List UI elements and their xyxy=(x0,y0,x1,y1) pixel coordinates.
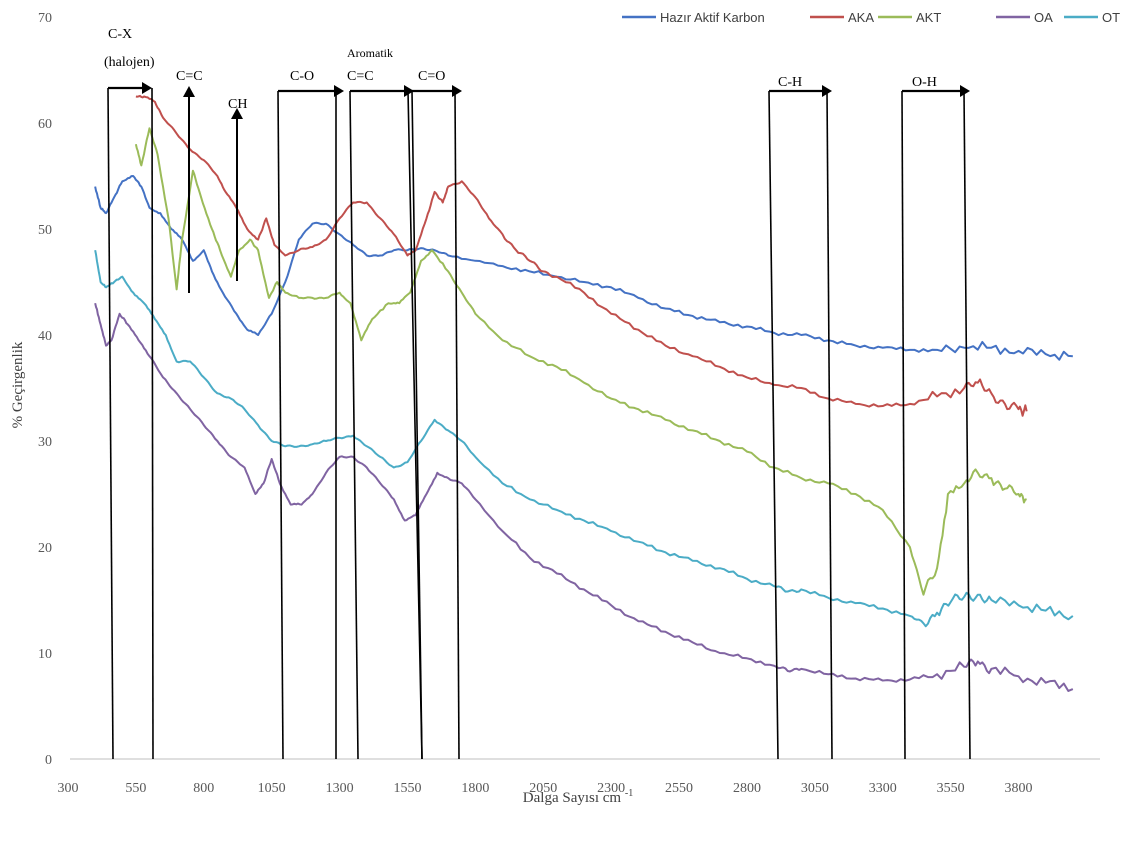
x-tick-label: 1050 xyxy=(258,781,286,796)
x-axis-title-superscript: -1 xyxy=(625,788,633,799)
band-arrow-head xyxy=(452,85,462,97)
band-label: C=C xyxy=(347,69,374,84)
y-tick-label: 0 xyxy=(45,753,52,768)
band-boundary-line xyxy=(151,87,154,760)
band-label: C-H xyxy=(778,75,802,90)
band-boundary-line xyxy=(826,90,833,760)
legend-label: OA xyxy=(1034,10,1053,25)
band-label: C-X xyxy=(108,27,132,42)
band-label: O-H xyxy=(912,75,937,90)
x-tick-label: 1800 xyxy=(461,781,489,796)
series-line xyxy=(94,250,1074,628)
y-tick-label: 60 xyxy=(38,117,52,132)
x-tick-label: 300 xyxy=(58,781,79,796)
series-line xyxy=(135,94,1028,417)
x-tick-label: 2050 xyxy=(529,781,557,796)
band-boundary-line xyxy=(107,87,114,760)
series-line xyxy=(94,302,1074,692)
band-boundary-line xyxy=(349,90,359,760)
legend-label: Hazır Aktif Karbon xyxy=(660,10,765,25)
series-line xyxy=(134,127,1027,596)
band-arrow-head xyxy=(231,108,243,119)
legend: Hazır Aktif Karbon AKA AKT OA OT xyxy=(622,10,1120,25)
y-tick-label: 30 xyxy=(38,435,52,450)
legend-label: OT xyxy=(1102,10,1120,25)
y-tick-label: 20 xyxy=(38,541,52,556)
y-tick-label: 40 xyxy=(38,329,52,344)
y-tick-label: 50 xyxy=(38,223,52,238)
y-tick-label: 70 xyxy=(38,11,52,26)
legend-label: AKT xyxy=(916,10,941,25)
x-tick-label: 2300 xyxy=(597,781,625,796)
band-arrow-head xyxy=(334,85,344,97)
band-arrow-head xyxy=(822,85,832,97)
band-label: C-O xyxy=(290,69,314,84)
y-tick-labels: 0 10 20 30 40 50 60 70 xyxy=(38,11,52,768)
band-boundary-line xyxy=(768,90,779,760)
y-tick-label: 10 xyxy=(38,647,52,662)
x-tick-label: 1550 xyxy=(393,781,421,796)
band-boundary-line xyxy=(901,90,906,760)
band-boundary-line xyxy=(411,90,423,760)
band-arrow-head xyxy=(183,86,195,97)
band-label: C=O xyxy=(418,69,445,84)
plot-series xyxy=(94,94,1074,692)
x-tick-label: 550 xyxy=(125,781,146,796)
x-tick-label: 3050 xyxy=(801,781,829,796)
band-boundary-line xyxy=(277,90,284,760)
x-tick-label: 3300 xyxy=(869,781,897,796)
band-arrow-head xyxy=(960,85,970,97)
x-tick-labels: 300 550 800 1050 1300 1550 1800 2050 2300 2550 280… xyxy=(58,781,1033,796)
x-axis-title-main: Dalga Sayısı cm xyxy=(523,790,622,806)
band-boundary-line xyxy=(963,90,971,760)
y-axis-title: % Geçirgenlik xyxy=(10,341,26,428)
band-label: C=C xyxy=(176,69,203,84)
legend-label: AKA xyxy=(848,10,874,25)
band-arrow-head xyxy=(142,82,152,94)
x-tick-label: 2800 xyxy=(733,781,761,796)
band-label: CH xyxy=(228,97,247,112)
x-tick-label: 3800 xyxy=(1005,781,1033,796)
band-arrow-head xyxy=(404,85,414,97)
x-axis-title: Dalga Sayısı cm -1 xyxy=(523,788,633,806)
x-tick-label: 2550 xyxy=(665,781,693,796)
x-tick-label: 800 xyxy=(193,781,214,796)
x-tick-label: 3550 xyxy=(937,781,965,796)
band-label: (halojen) xyxy=(104,55,155,70)
band-annotations: C-X (halojen) C=C CH C-O Aromatik C=C C=O C-H O-H xyxy=(104,27,971,760)
band-label: Aromatik xyxy=(347,46,393,60)
band-boundary-line xyxy=(454,90,460,760)
x-tick-label: 1300 xyxy=(326,781,354,796)
series-line xyxy=(94,175,1073,361)
